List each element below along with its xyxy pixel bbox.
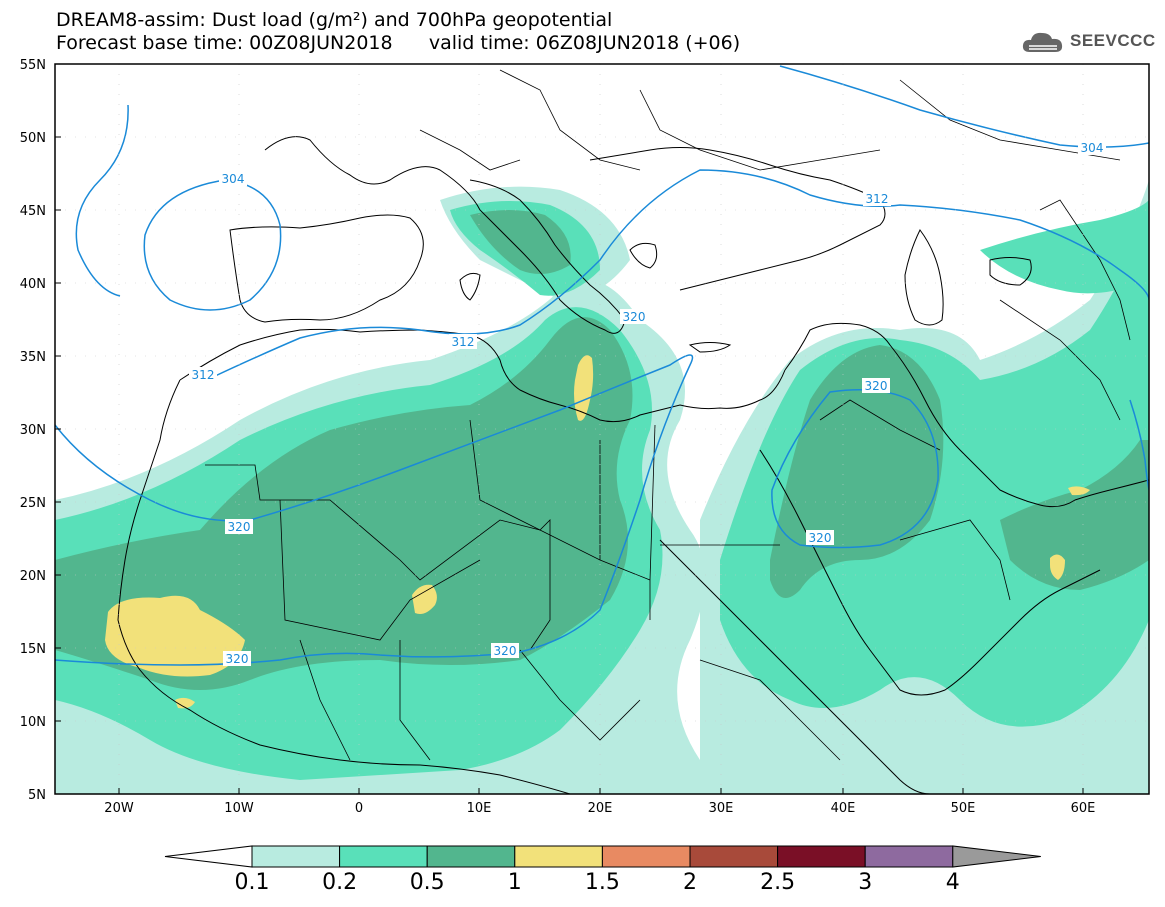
contour-label: 320 bbox=[862, 378, 890, 393]
lon-label: 20W bbox=[104, 801, 134, 816]
colorbar-swatch bbox=[426, 845, 516, 868]
lat-label: 25N bbox=[20, 496, 46, 511]
lon-label: 20E bbox=[588, 801, 613, 816]
lon-label: 50E bbox=[951, 801, 976, 816]
colorbar-label: 4 bbox=[946, 870, 960, 895]
colorbar-label: 2.5 bbox=[760, 870, 795, 895]
country-borders bbox=[205, 69, 1131, 761]
dust-band-dense bbox=[55, 210, 1149, 690]
map-title-line2: Forecast base time: 00Z08JUN2018 valid t… bbox=[56, 32, 741, 54]
latitude-labels: 55N 50N 45N 40N 35N 30N 25N 20N 15N 10N 5N bbox=[20, 58, 61, 803]
cloud-logo-icon bbox=[1022, 32, 1063, 52]
colorbar-swatch bbox=[864, 845, 954, 868]
svg-text:312: 312 bbox=[452, 335, 475, 349]
contour-label: 320 bbox=[223, 651, 251, 666]
colorbar-label: 1 bbox=[508, 870, 522, 895]
colorbar-label: 3 bbox=[858, 870, 872, 895]
lon-label: 10E bbox=[467, 801, 492, 816]
contour-label: 320 bbox=[491, 643, 519, 658]
lon-label: 10W bbox=[224, 801, 254, 816]
lat-label: 40N bbox=[20, 277, 46, 292]
contour-label: 312 bbox=[449, 334, 477, 349]
colorbar-over-triangle bbox=[952, 845, 1041, 868]
svg-text:312: 312 bbox=[866, 192, 889, 206]
contour-label: 312 bbox=[863, 191, 891, 206]
colorbar-label: 2 bbox=[683, 870, 697, 895]
colorbar-label: 0.2 bbox=[322, 870, 357, 895]
contour-label: 312 bbox=[189, 367, 217, 382]
colorbar-swatch bbox=[601, 845, 691, 868]
lat-label: 10N bbox=[20, 715, 46, 730]
colorbar: 0.1 0.2 0.5 1 1.5 2 2.5 3 4 bbox=[164, 845, 1041, 895]
lat-label: 30N bbox=[20, 423, 46, 438]
lat-label: 50N bbox=[20, 131, 46, 146]
colorbar-label: 1.5 bbox=[585, 870, 620, 895]
svg-text:320: 320 bbox=[809, 531, 832, 545]
logo-text: SEEVCCC bbox=[1070, 31, 1156, 50]
coastlines bbox=[117, 136, 1149, 794]
svg-text:320: 320 bbox=[494, 644, 517, 658]
lat-label: 45N bbox=[20, 204, 46, 219]
lon-label: 40E bbox=[831, 801, 856, 816]
longitude-labels: 20W 10W 0 10E 20E 30E 40E 50E 60E bbox=[104, 788, 1095, 816]
map-title-line1: DREAM8-assim: Dust load (g/m²) and 700hP… bbox=[56, 9, 613, 31]
colorbar-swatch bbox=[689, 845, 779, 868]
svg-text:304: 304 bbox=[222, 172, 245, 186]
svg-text:320: 320 bbox=[228, 520, 251, 534]
colorbar-label: 0.1 bbox=[235, 870, 270, 895]
svg-text:312: 312 bbox=[192, 368, 215, 382]
lat-label: 15N bbox=[20, 642, 46, 657]
colorbar-swatch bbox=[339, 845, 428, 868]
contour-label-group: 304 304 312 312 312 320 320 320 320 320 320 bbox=[189, 140, 1106, 666]
contour-label: 304 bbox=[1078, 140, 1106, 155]
contour-label: 320 bbox=[225, 519, 253, 534]
colorbar-label: 0.5 bbox=[410, 870, 445, 895]
svg-text:304: 304 bbox=[1081, 141, 1104, 155]
lat-label: 20N bbox=[20, 569, 46, 584]
lon-label: 0 bbox=[355, 801, 363, 816]
lat-label: 55N bbox=[20, 58, 46, 73]
contour-label: 320 bbox=[806, 530, 834, 545]
lon-label: 30E bbox=[709, 801, 734, 816]
lat-label: 35N bbox=[20, 350, 46, 365]
colorbar-swatch bbox=[514, 845, 603, 868]
lat-label: 5N bbox=[28, 788, 46, 803]
svg-text:320: 320 bbox=[226, 652, 249, 666]
svg-text:320: 320 bbox=[865, 379, 888, 393]
colorbar-swatch bbox=[777, 845, 866, 868]
colorbar-under-triangle bbox=[164, 845, 253, 868]
contour-label: 304 bbox=[219, 171, 247, 186]
dust-band-heavy bbox=[105, 355, 1090, 709]
contour-label: 320 bbox=[620, 309, 648, 324]
lon-label: 60E bbox=[1071, 801, 1096, 816]
colorbar-swatch bbox=[251, 845, 341, 868]
seevccc-logo: SEEVCCC bbox=[1020, 28, 1156, 54]
svg-text:320: 320 bbox=[623, 310, 646, 324]
